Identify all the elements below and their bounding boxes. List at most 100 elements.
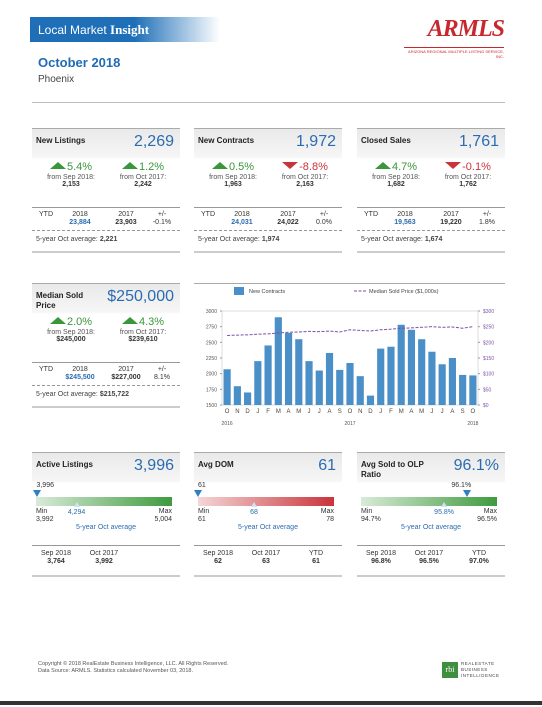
x-tick-label: J <box>379 409 382 415</box>
average-value: 1,974 <box>261 236 280 243</box>
card-title: New Listings <box>36 136 86 145</box>
bar <box>254 361 262 405</box>
x-tick-label: A <box>409 409 413 415</box>
separator <box>32 207 180 208</box>
change-block: -0.1% from Oct 2017: 1,762 <box>433 161 503 188</box>
stat-label: Oct 2017 <box>251 550 281 557</box>
change-value: $245,000 <box>56 336 86 343</box>
average-marker <box>441 502 448 507</box>
x-group-label: 2017 <box>344 421 355 427</box>
rbi-logo-line: BUSINESS <box>461 667 488 672</box>
y2-tick-label: $50 <box>483 387 492 393</box>
bar <box>305 361 313 405</box>
bar <box>366 395 375 405</box>
stat-label: Sep 2018 <box>41 550 71 557</box>
x-tick-label: O <box>471 409 476 415</box>
average-value: 4,294 <box>67 509 86 516</box>
ytd-label: YTD <box>39 211 53 218</box>
stat-card: New Listings 2,269 5.4% from Sep 2018: 2,153… <box>32 128 180 253</box>
x-tick-label: D <box>368 409 373 415</box>
ytd-value: 8.1% <box>154 374 170 381</box>
change-row: -8.8% <box>270 161 340 173</box>
current-marker <box>32 490 41 497</box>
legend-swatch <box>234 287 244 295</box>
change-block: 0.5% from Sep 2018: 1,963 <box>198 161 268 188</box>
x-tick-label: S <box>338 409 342 415</box>
ytd-value: 23,903 <box>115 219 137 226</box>
change-value: 1,682 <box>387 181 405 188</box>
header-rule <box>32 102 505 103</box>
change-value: 1,963 <box>224 181 242 188</box>
separator <box>194 545 342 546</box>
ytd-header: 2018 <box>72 366 88 373</box>
bar <box>284 332 293 405</box>
change-arrow <box>445 162 462 169</box>
stat-value: 97.0% <box>469 558 489 565</box>
x-tick-label: M <box>399 409 404 415</box>
ytd-value: 23,884 <box>69 219 91 226</box>
bar <box>356 376 364 405</box>
x-tick-label: M <box>276 409 281 415</box>
change-value: 2,153 <box>62 181 80 188</box>
card-title: Avg DOM <box>198 460 234 469</box>
change-row: 5.4% <box>36 161 106 173</box>
gauge-bar <box>198 497 334 506</box>
x-tick-label: J <box>318 409 321 415</box>
change-row: 4.3% <box>108 316 178 328</box>
ytd-header: 2018 <box>72 211 88 218</box>
stat-value: 96.5% <box>419 558 439 565</box>
stat-value: 3,764 <box>47 558 65 565</box>
x-tick-label: O <box>225 409 230 415</box>
legend-label: Median Sold Price ($1,000s) <box>369 289 439 295</box>
card-value: 1,761 <box>458 133 499 150</box>
stat-value: 63 <box>262 558 270 565</box>
average-value: $215,722 <box>99 391 130 398</box>
average-caption: 5-year Oct average <box>76 524 136 531</box>
card-title: Active Listings <box>36 460 93 469</box>
change-value: $239,610 <box>128 336 158 343</box>
y2-tick-label: $200 <box>483 340 494 346</box>
bar <box>448 358 456 405</box>
card-title: Closed Sales <box>361 136 411 145</box>
ytd-value: 1.8% <box>479 219 495 226</box>
max-value: 96.5% <box>477 516 497 523</box>
stat-label: Sep 2018 <box>203 550 233 557</box>
bar <box>397 324 405 405</box>
stat-label: YTD <box>309 550 323 557</box>
ytd-label: YTD <box>364 211 378 218</box>
ytd-header: 2017 <box>118 211 134 218</box>
max-label: Max <box>320 508 334 515</box>
header-title: Local Market <box>38 23 107 37</box>
bar <box>233 386 241 405</box>
change-block: 5.4% from Sep 2018: 2,153 <box>36 161 106 188</box>
y-tick-label: 2000 <box>206 372 217 378</box>
footer-source: Data Source: ARMLS. Statistics calculate… <box>38 668 193 674</box>
stat-label: Oct 2017 <box>414 550 444 557</box>
ytd-header: 2017 <box>118 366 134 373</box>
x-tick-label: N <box>235 409 239 415</box>
gauge-bar <box>36 497 172 506</box>
x-tick-label: M <box>296 409 301 415</box>
header-bar: Local Market Insight <box>30 17 220 42</box>
average-label: 5-year Oct average: <box>198 236 260 243</box>
ytd-header: 2018 <box>234 211 250 218</box>
y2-tick-label: $0 <box>483 403 489 409</box>
gauge-bar <box>361 497 497 506</box>
change-block: 2.0% from Sep 2018: $245,000 <box>36 316 106 343</box>
change-row: 1.2% <box>108 161 178 173</box>
change-row: 2.0% <box>36 316 106 328</box>
change-pct: 4.3% <box>138 316 165 328</box>
stat-label: Sep 2018 <box>366 550 396 557</box>
x-tick-label: A <box>450 409 454 415</box>
x-tick-label: D <box>245 409 250 415</box>
average-value: 68 <box>250 509 258 516</box>
ytd-value: 0.0% <box>316 219 332 226</box>
average-value: 95.8% <box>434 509 455 516</box>
change-row: -0.1% <box>433 161 503 173</box>
ytd-header: 2017 <box>443 211 459 218</box>
y-tick-label: 2500 <box>206 340 217 346</box>
ytd-value: 19,563 <box>394 219 416 226</box>
dashed-separator <box>32 385 180 386</box>
